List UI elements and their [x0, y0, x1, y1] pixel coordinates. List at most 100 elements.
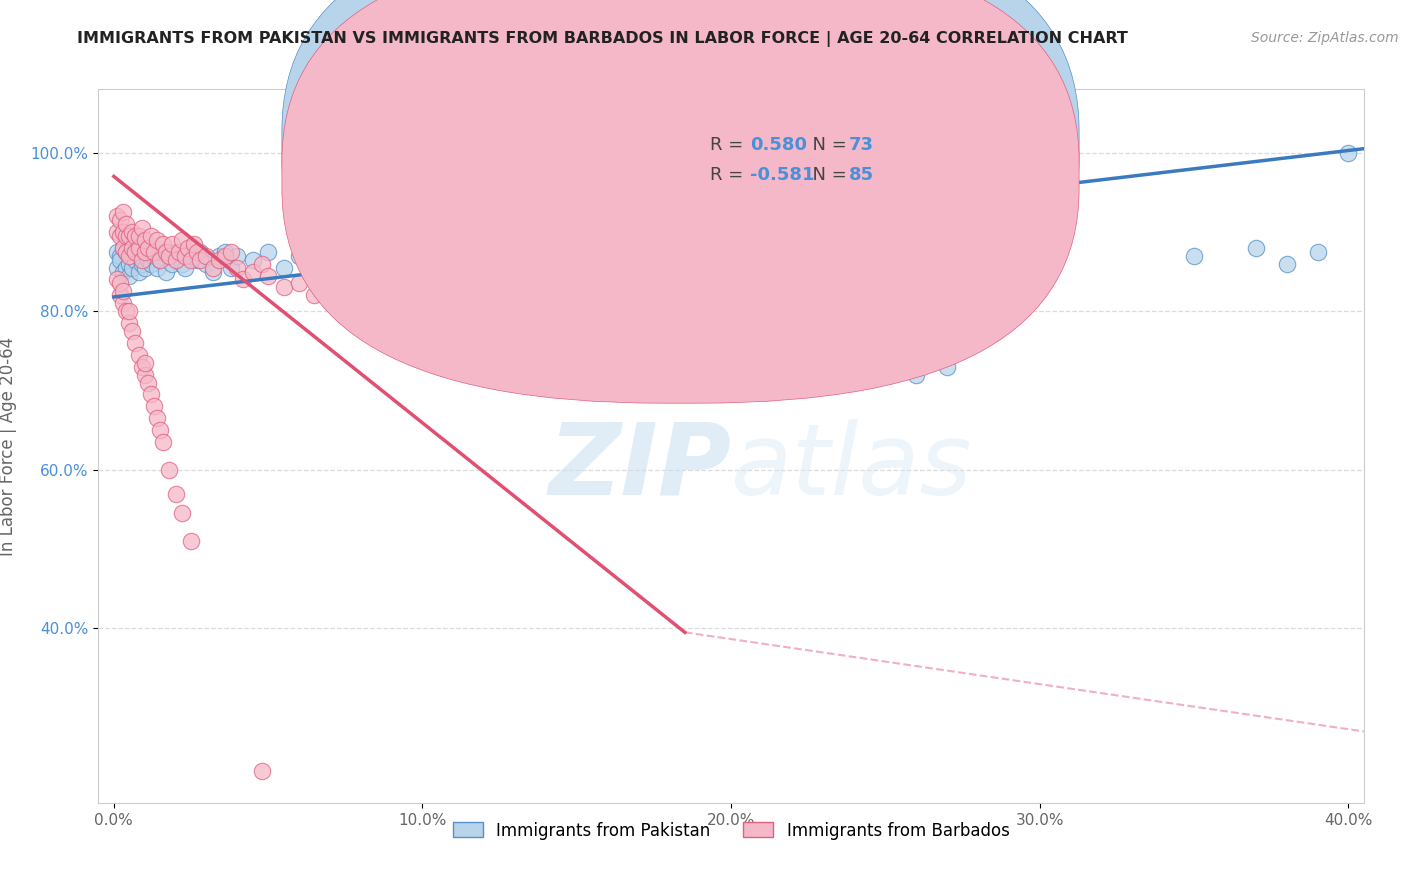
- Point: [118, 304, 141, 318]
- Point: [180, 534, 202, 549]
- Point: [115, 304, 138, 318]
- Text: R =: R =: [710, 136, 748, 153]
- Point: [689, 241, 711, 255]
- Text: N =: N =: [800, 166, 852, 184]
- Point: [288, 249, 311, 263]
- Point: [105, 244, 128, 259]
- Point: [134, 368, 156, 382]
- Point: [250, 764, 273, 778]
- Point: [146, 260, 169, 275]
- Point: [121, 249, 143, 263]
- Point: [335, 260, 357, 275]
- Point: [201, 260, 224, 275]
- Point: [131, 221, 153, 235]
- Point: [304, 257, 326, 271]
- Point: [1306, 244, 1329, 259]
- Point: [214, 244, 236, 259]
- Point: [186, 244, 208, 259]
- Point: [188, 252, 211, 267]
- Point: [177, 241, 200, 255]
- Point: [139, 387, 162, 401]
- Point: [115, 260, 138, 275]
- Point: [134, 356, 156, 370]
- Point: [128, 249, 150, 263]
- Point: [1275, 257, 1298, 271]
- Point: [304, 288, 326, 302]
- Point: [149, 252, 172, 267]
- Point: [381, 328, 404, 343]
- Point: [219, 260, 242, 275]
- Point: [173, 260, 195, 275]
- Point: [441, 249, 464, 263]
- Point: [124, 335, 146, 350]
- Point: [936, 359, 959, 374]
- Y-axis label: In Labor Force | Age 20-64: In Labor Force | Age 20-64: [0, 336, 17, 556]
- Point: [1029, 244, 1052, 259]
- Point: [128, 241, 150, 255]
- FancyBboxPatch shape: [281, 0, 1080, 403]
- Point: [167, 244, 190, 259]
- Point: [139, 257, 162, 271]
- Point: [105, 272, 128, 286]
- Point: [149, 252, 172, 267]
- Text: 85: 85: [849, 166, 875, 184]
- Point: [720, 236, 742, 251]
- Point: [366, 320, 388, 334]
- Point: [112, 241, 135, 255]
- Point: [350, 308, 373, 322]
- Point: [118, 316, 141, 330]
- Point: [146, 233, 169, 247]
- Point: [219, 244, 242, 259]
- Point: [751, 241, 773, 255]
- Point: [170, 507, 193, 521]
- Point: [136, 376, 159, 390]
- Point: [1182, 249, 1205, 263]
- Point: [112, 241, 135, 255]
- Point: [128, 264, 150, 278]
- Text: N =: N =: [800, 136, 852, 153]
- Point: [195, 249, 218, 263]
- Point: [143, 400, 166, 414]
- Point: [208, 252, 231, 267]
- Point: [165, 252, 187, 267]
- Point: [288, 277, 311, 291]
- FancyBboxPatch shape: [636, 103, 934, 207]
- Point: [257, 244, 280, 259]
- Point: [186, 252, 208, 267]
- Point: [131, 359, 153, 374]
- Point: [121, 225, 143, 239]
- Point: [118, 249, 141, 263]
- Point: [170, 233, 193, 247]
- Point: [112, 285, 135, 299]
- Point: [381, 257, 404, 271]
- Point: [112, 225, 135, 239]
- Point: [134, 244, 156, 259]
- Point: [115, 244, 138, 259]
- Point: [124, 244, 146, 259]
- Point: [152, 236, 174, 251]
- Point: [124, 252, 146, 267]
- Point: [242, 264, 264, 278]
- Point: [115, 244, 138, 259]
- Text: -0.581: -0.581: [751, 166, 814, 184]
- Point: [128, 348, 150, 362]
- Point: [121, 241, 143, 255]
- Point: [165, 486, 187, 500]
- Point: [143, 249, 166, 263]
- Point: [257, 268, 280, 283]
- Point: [180, 249, 202, 263]
- Point: [128, 228, 150, 243]
- Point: [139, 228, 162, 243]
- Point: [108, 252, 131, 267]
- Point: [396, 340, 419, 354]
- Point: [201, 264, 224, 278]
- Text: ZIP: ZIP: [548, 419, 731, 516]
- Point: [596, 241, 619, 255]
- Point: [143, 244, 166, 259]
- Point: [472, 244, 495, 259]
- Point: [173, 249, 195, 263]
- Point: [232, 272, 254, 286]
- Point: [250, 257, 273, 271]
- Point: [162, 236, 184, 251]
- Legend: Immigrants from Pakistan, Immigrants from Barbados: Immigrants from Pakistan, Immigrants fro…: [444, 814, 1018, 848]
